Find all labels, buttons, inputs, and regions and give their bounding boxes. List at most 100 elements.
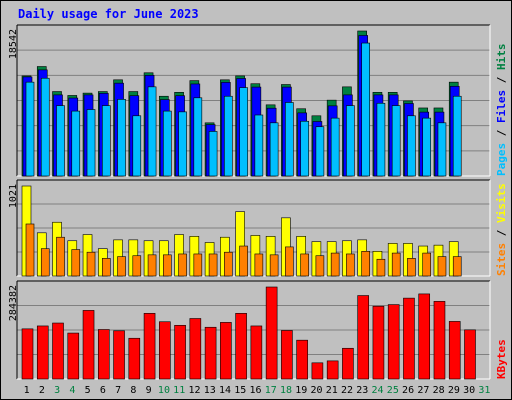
sites-bar-day-17 xyxy=(269,254,279,277)
sites-bar-day-2 xyxy=(40,248,50,277)
pages-bar-day-1 xyxy=(25,81,35,177)
x-tick-label-day-17: 17 xyxy=(265,385,277,396)
pages-bar-day-10 xyxy=(163,110,172,177)
sites-bar-day-10 xyxy=(163,254,172,277)
sites-bar-day-25 xyxy=(391,252,401,277)
kbytes-bar-day-27 xyxy=(418,293,431,380)
kbytes-bar-day-19 xyxy=(296,339,308,380)
sites-bar-day-1 xyxy=(25,223,35,277)
pages-bar-day-24 xyxy=(376,102,386,177)
pages-bar-day-13 xyxy=(208,131,218,177)
sites-bar-day-23 xyxy=(361,251,370,277)
pages-bar-day-23 xyxy=(361,42,370,177)
kbytes-bar-day-28 xyxy=(433,301,446,380)
pages-bar-day-27 xyxy=(422,117,432,177)
x-tick-label-day-31: 31 xyxy=(478,385,490,396)
legend-part: Visits xyxy=(495,183,508,223)
sites-bar-day-27 xyxy=(422,252,432,277)
x-tick-label-day-19: 19 xyxy=(295,385,307,396)
kbytes-bar-day-10 xyxy=(159,321,171,380)
pages-bar-day-11 xyxy=(178,111,187,177)
pages-bar-day-7 xyxy=(117,99,126,177)
pages-bar-day-21 xyxy=(330,117,340,177)
sites-bar-day-22 xyxy=(346,253,355,277)
legend-part: Sites xyxy=(495,243,508,276)
sites-bar-day-13 xyxy=(208,253,218,277)
x-tick-label-day-3: 3 xyxy=(54,385,60,396)
kbytes-bar-day-18 xyxy=(281,330,293,380)
x-tick-label-day-26: 26 xyxy=(402,385,414,396)
kbytes-bar-day-14 xyxy=(220,322,232,380)
pages-bar-day-20 xyxy=(315,126,325,177)
kbytes-bar-day-5 xyxy=(82,310,95,380)
kbytes-bar-day-25 xyxy=(387,304,400,380)
pages-bar-day-25 xyxy=(391,105,401,177)
x-tick-label-day-9: 9 xyxy=(146,385,152,396)
x-tick-label-day-30: 30 xyxy=(463,385,475,396)
right-legend-panel-1: Sites / Visits xyxy=(495,183,508,276)
pages-bar-day-26 xyxy=(407,115,416,177)
legend-part: Files xyxy=(495,90,508,123)
pages-bar-day-19 xyxy=(300,120,309,177)
chart-title: Daily usage for June 2023 xyxy=(18,7,199,21)
kbytes-bar-day-29 xyxy=(448,321,461,380)
x-tick-label-day-20: 20 xyxy=(311,385,323,396)
kbytes-bar-day-6 xyxy=(97,329,110,380)
x-tick-label-day-18: 18 xyxy=(280,385,292,396)
x-tick-label-day-4: 4 xyxy=(69,385,75,396)
pages-bar-day-12 xyxy=(193,97,203,177)
sites-bar-day-3 xyxy=(56,236,65,277)
x-tick-label-day-1: 1 xyxy=(24,385,30,396)
pages-bar-day-6 xyxy=(101,105,111,177)
kbytes-bar-day-1 xyxy=(21,328,34,380)
y-max-label-panel-1: 1021 xyxy=(8,184,19,208)
pages-bar-day-14 xyxy=(224,95,233,177)
kbytes-bar-day-3 xyxy=(52,322,64,380)
legend-part: / xyxy=(495,123,508,143)
x-tick-label-day-2: 2 xyxy=(39,385,45,396)
legend-part: / xyxy=(495,70,508,90)
sites-bar-day-16 xyxy=(254,253,264,277)
x-tick-label-day-11: 11 xyxy=(173,385,185,396)
kbytes-bar-day-15 xyxy=(235,313,247,380)
kbytes-bar-day-26 xyxy=(403,297,415,380)
kbytes-bar-day-16 xyxy=(250,325,263,380)
sites-bar-day-28 xyxy=(437,256,447,277)
y-max-label-panel-0: 18542 xyxy=(8,29,19,59)
pages-bar-day-15 xyxy=(239,87,248,177)
legend-part: Hits xyxy=(495,44,508,71)
kbytes-bar-day-23 xyxy=(357,295,369,380)
x-tick-label-day-23: 23 xyxy=(356,385,368,396)
pages-bar-day-16 xyxy=(254,114,264,177)
x-tick-label-day-7: 7 xyxy=(115,385,121,396)
pages-bar-day-22 xyxy=(346,105,355,177)
kbytes-bar-day-7 xyxy=(113,330,125,380)
sites-bar-day-9 xyxy=(147,254,157,277)
kbytes-bar-day-2 xyxy=(36,325,49,380)
x-tick-label-day-14: 14 xyxy=(219,385,231,396)
sites-bar-day-26 xyxy=(407,258,416,277)
y-max-label-panel-2: 284382 xyxy=(8,285,19,321)
sites-bar-day-6 xyxy=(101,258,111,277)
x-tick-label-day-29: 29 xyxy=(448,385,460,396)
x-tick-label-day-27: 27 xyxy=(417,385,429,396)
pages-bar-day-18 xyxy=(285,102,294,177)
pages-bar-day-9 xyxy=(147,86,157,177)
sites-bar-day-19 xyxy=(300,253,309,277)
kbytes-bar-day-8 xyxy=(128,337,141,380)
kbytes-bar-day-11 xyxy=(174,324,186,380)
sites-bar-day-15 xyxy=(239,245,248,277)
kbytes-bar-day-4 xyxy=(67,332,80,380)
pages-bar-day-3 xyxy=(56,105,65,177)
x-tick-label-day-25: 25 xyxy=(387,385,399,396)
pages-bar-day-4 xyxy=(71,110,81,177)
x-tick-label-day-5: 5 xyxy=(85,385,91,396)
x-tick-label-day-21: 21 xyxy=(326,385,338,396)
kbytes-bar-day-24 xyxy=(372,305,385,380)
right-legend-panel-0: Pages / Files / Hits xyxy=(495,44,508,177)
sites-bar-day-4 xyxy=(71,249,81,277)
x-tick-label-day-16: 16 xyxy=(249,385,261,396)
kbytes-bar-day-17 xyxy=(265,286,278,380)
pages-bar-day-29 xyxy=(452,95,462,177)
